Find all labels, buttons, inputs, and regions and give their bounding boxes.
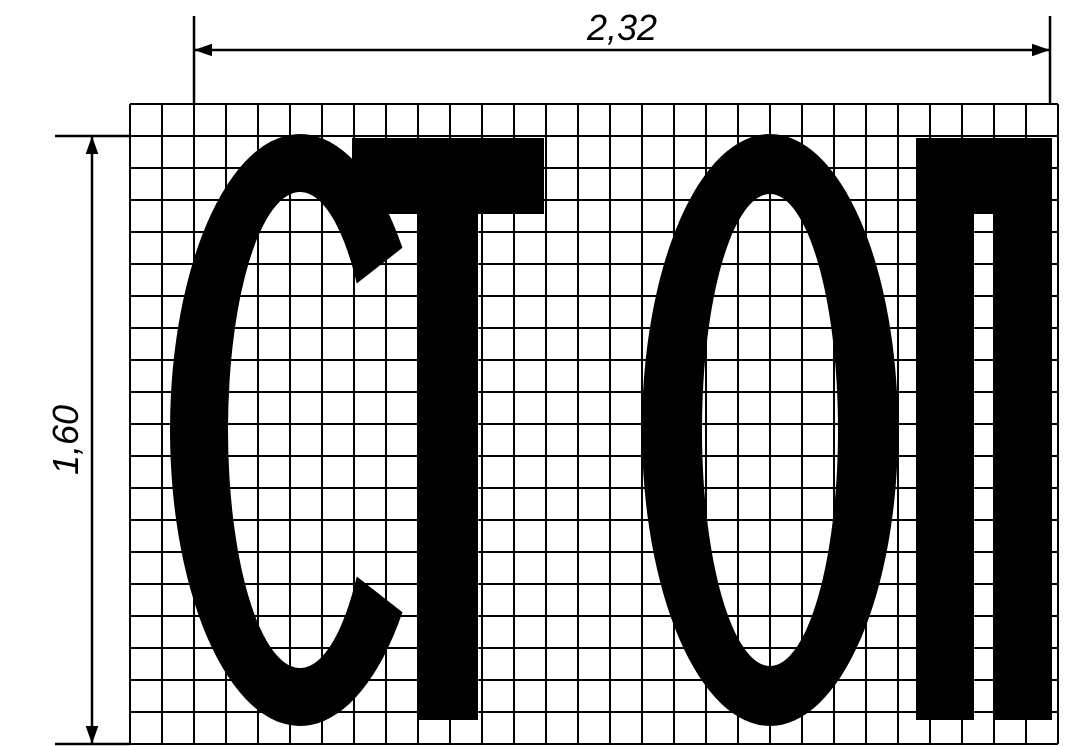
letter-Pi (916, 138, 1052, 720)
dim-vertical-label: 1,60 (45, 405, 86, 475)
letter-T-stem (418, 138, 478, 720)
dimension-vertical: 1,60 (45, 136, 130, 744)
dimension-horizontal: 2,32 (194, 7, 1050, 104)
dim-horizontal-label: 2,32 (586, 7, 657, 48)
letter-C (170, 134, 402, 726)
